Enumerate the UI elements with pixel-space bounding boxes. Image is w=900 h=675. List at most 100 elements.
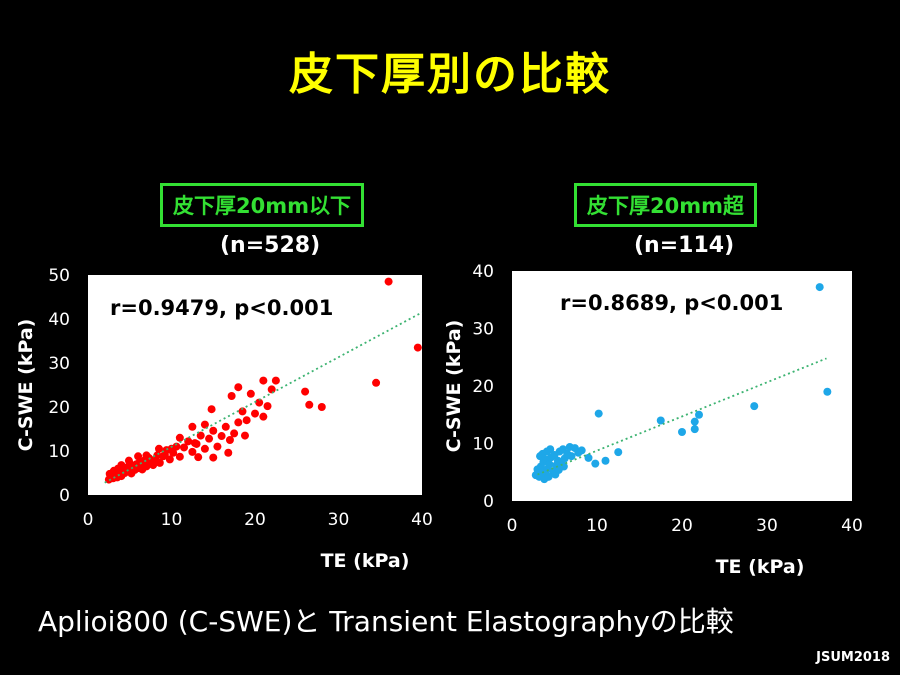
data-point <box>234 383 243 392</box>
correlation-annotation: r=0.8689, p<0.001 <box>560 291 783 315</box>
y-tick-label: 30 <box>48 354 70 374</box>
y-tick-label: 50 <box>48 266 70 286</box>
data-point <box>139 462 148 471</box>
data-point <box>271 376 280 385</box>
data-point <box>815 283 824 292</box>
data-point <box>190 439 199 448</box>
data-point <box>194 453 203 462</box>
trend-line <box>537 357 827 476</box>
data-point <box>234 418 243 427</box>
data-point <box>267 385 276 394</box>
data-point <box>230 429 239 438</box>
scatter-chart-left: 0 10 20 30 40 50 0 10 20 30 40 C-SWE (kPa) TE (kPa) r… <box>15 266 433 572</box>
data-point <box>165 455 174 464</box>
x-tick-label: 0 <box>83 510 94 530</box>
data-point <box>238 407 247 416</box>
data-point <box>213 442 222 451</box>
data-point <box>200 444 209 453</box>
data-point <box>221 422 230 431</box>
y-axis-label: C-SWE (kPa) <box>443 320 465 453</box>
data-point <box>160 450 169 459</box>
plot-area <box>512 271 852 501</box>
trend-line <box>104 311 423 484</box>
x-tick-label: 30 <box>756 516 778 536</box>
data-point <box>175 433 184 442</box>
data-point <box>545 460 554 469</box>
data-point <box>614 448 623 457</box>
n-count-right: (n=114) <box>634 233 735 258</box>
data-point <box>188 422 197 431</box>
data-point <box>109 466 118 475</box>
data-point <box>413 343 422 352</box>
x-tick-label: 20 <box>244 510 266 530</box>
x-axis-label: TE (kPa) <box>321 550 410 572</box>
data-point <box>750 402 759 411</box>
data-point <box>184 437 193 446</box>
data-point <box>175 452 184 461</box>
data-point <box>259 376 268 385</box>
data-point <box>544 472 553 481</box>
data-point <box>678 428 686 436</box>
data-point <box>546 445 555 454</box>
y-tick-label: 10 <box>472 435 494 455</box>
y-tick-label: 20 <box>472 377 494 397</box>
footer-caption: Aplioi800 (C-SWE)と Transient Elastograph… <box>38 605 734 638</box>
data-point <box>567 452 576 461</box>
data-point <box>601 456 610 465</box>
y-tick-label: 0 <box>59 486 70 506</box>
data-point <box>305 400 314 409</box>
data-point <box>124 456 133 465</box>
data-point <box>584 453 593 462</box>
data-point <box>209 426 218 435</box>
data-point <box>142 451 151 460</box>
credit-label: JSUM2018 <box>816 650 890 665</box>
data-point <box>200 420 209 429</box>
data-point <box>205 434 214 443</box>
y-tick-label: 20 <box>48 398 70 418</box>
y-tick-label: 30 <box>472 320 494 340</box>
x-tick-label: 40 <box>411 510 433 530</box>
slide-title: 皮下厚別の比較 <box>289 49 611 100</box>
scatter-chart-right: 0 10 20 30 40 0 10 20 30 40 C-SWE (kPa) TE (kPa) r=0… <box>443 262 863 578</box>
group-label-right: 皮下厚20mm超 <box>574 183 757 227</box>
y-tick-label: 40 <box>472 262 494 282</box>
data-point <box>255 398 264 407</box>
data-point <box>317 403 326 411</box>
x-tick-label: 0 <box>507 516 518 536</box>
n-count-left: (n=528) <box>220 233 321 258</box>
data-point <box>180 443 189 452</box>
data-point <box>577 446 586 455</box>
data-point <box>134 452 143 461</box>
data-point <box>207 405 216 414</box>
y-tick-label: 40 <box>48 310 70 330</box>
x-tick-label: 30 <box>328 510 350 530</box>
data-point <box>217 432 226 441</box>
data-point <box>227 392 236 400</box>
data-point <box>209 453 218 462</box>
data-point <box>196 431 205 440</box>
data-point <box>690 417 699 426</box>
x-tick-label: 40 <box>841 516 863 536</box>
x-tick-label: 20 <box>671 516 693 536</box>
data-point <box>167 444 176 453</box>
x-tick-label: 10 <box>161 510 183 530</box>
data-point <box>301 387 310 396</box>
data-point <box>591 459 600 468</box>
data-point <box>656 416 665 425</box>
y-tick-label: 10 <box>48 442 70 462</box>
data-point <box>188 447 197 456</box>
data-point <box>155 458 164 467</box>
data-point <box>690 425 699 434</box>
correlation-annotation: r=0.9479, p<0.001 <box>110 296 333 320</box>
data-point <box>372 378 381 387</box>
x-tick-label: 10 <box>586 516 608 536</box>
data-point <box>259 412 268 421</box>
data-point <box>154 444 163 453</box>
data-point <box>246 389 255 398</box>
group-label-left: 皮下厚20mm以下 <box>160 183 364 227</box>
data-point <box>823 387 832 396</box>
data-point <box>224 448 233 457</box>
data-point <box>251 409 259 418</box>
data-point <box>384 277 393 286</box>
data-point <box>594 409 603 418</box>
